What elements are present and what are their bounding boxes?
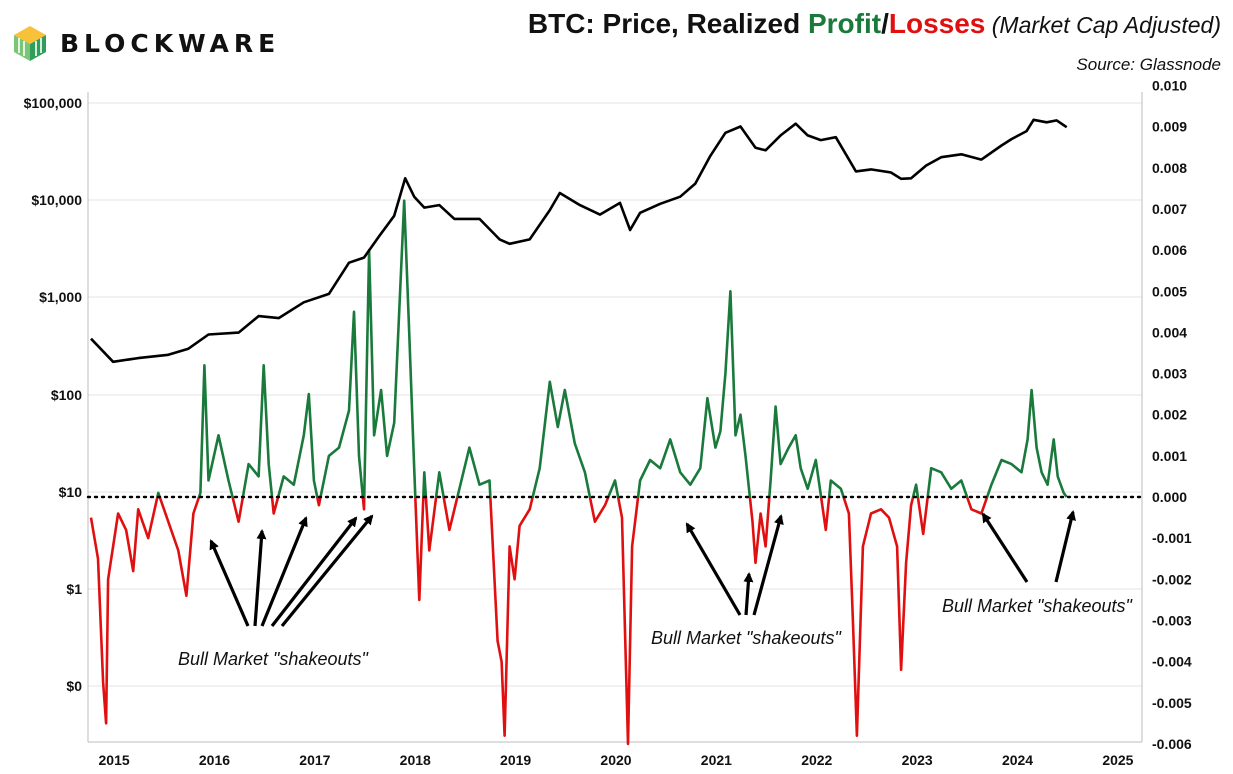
annotation-arrow bbox=[209, 539, 250, 627]
annotation-shakeouts-3: Bull Market "shakeouts" bbox=[942, 596, 1132, 616]
y-left-tick-label: $1 bbox=[66, 581, 82, 597]
y-left-tick-label: $10,000 bbox=[31, 192, 82, 208]
y-left-tick-label: $1,000 bbox=[39, 289, 82, 305]
y-right-tick-label: -0.001 bbox=[1152, 530, 1192, 546]
chart-title: BTC: Price, Realized Profit/Losses (Mark… bbox=[528, 8, 1221, 40]
title-slash: / bbox=[881, 8, 889, 39]
x-tick-label: 2017 bbox=[299, 752, 330, 768]
y-right-tick-label: 0.004 bbox=[1152, 324, 1187, 340]
y-right-tick-label: -0.003 bbox=[1152, 612, 1192, 628]
x-tick-label: 2015 bbox=[99, 752, 130, 768]
x-tick-label: 2019 bbox=[500, 752, 531, 768]
y-right-tick-label: 0.002 bbox=[1152, 407, 1187, 423]
title-subtitle: (Market Cap Adjusted) bbox=[985, 12, 1221, 38]
annotation-arrow bbox=[270, 516, 358, 627]
source-note: Source: Glassnode bbox=[1076, 55, 1221, 74]
annotation-shakeouts-2: Bull Market "shakeouts" bbox=[651, 628, 841, 648]
y-right-tick-label: -0.006 bbox=[1152, 736, 1192, 752]
brand-logo: BLOCKWARE bbox=[10, 24, 280, 62]
y-left-tick-label: $0 bbox=[66, 678, 82, 694]
x-tick-label: 2020 bbox=[600, 752, 631, 768]
annotation-arrow bbox=[253, 529, 267, 627]
annotation-arrow bbox=[743, 572, 754, 616]
realized-profit-series bbox=[156, 199, 1068, 497]
y-right-tick-label: 0.000 bbox=[1152, 489, 1187, 505]
y-left-tick-label: $100 bbox=[51, 387, 82, 403]
realized-loss-series bbox=[89, 497, 1067, 746]
annotation-shakeouts-1: Bull Market "shakeouts" bbox=[178, 649, 368, 669]
x-tick-label: 2024 bbox=[1002, 752, 1033, 768]
y-right-tick-label: 0.009 bbox=[1152, 119, 1187, 135]
blockware-cube-logo-icon bbox=[14, 26, 46, 61]
y-left-tick-label: $10 bbox=[59, 484, 83, 500]
y-right-tick-label: -0.002 bbox=[1152, 571, 1192, 587]
title-prefix: BTC: Price, Realized bbox=[527, 8, 808, 39]
x-tick-label: 2018 bbox=[400, 752, 431, 768]
annotation-arrow bbox=[981, 512, 1029, 583]
x-tick-label: 2025 bbox=[1102, 752, 1133, 768]
brand-name: BLOCKWARE bbox=[60, 28, 281, 58]
annotation-arrow bbox=[1054, 510, 1076, 583]
annotation-arrow bbox=[260, 516, 308, 627]
annotation-arrow bbox=[280, 514, 374, 628]
y-right-tick-label: 0.008 bbox=[1152, 160, 1187, 176]
y-right-tick-label: 0.007 bbox=[1152, 201, 1187, 217]
x-tick-label: 2023 bbox=[902, 752, 933, 768]
y-right-tick-label: 0.003 bbox=[1152, 366, 1187, 382]
y-right-tick-label: 0.010 bbox=[1152, 78, 1187, 94]
y-right-tick-label: 0.001 bbox=[1152, 448, 1187, 464]
title-losses: Losses bbox=[888, 8, 986, 39]
title-profit: Profit bbox=[807, 8, 882, 39]
annotation-arrow bbox=[752, 514, 784, 616]
x-tick-label: 2016 bbox=[199, 752, 230, 768]
annotation-arrow bbox=[685, 522, 742, 616]
x-tick-label: 2022 bbox=[801, 752, 832, 768]
y-right-tick-label: -0.005 bbox=[1152, 695, 1192, 711]
x-tick-label: 2021 bbox=[701, 752, 732, 768]
y-right-tick-label: 0.005 bbox=[1152, 283, 1187, 299]
y-left-tick-label: $100,000 bbox=[24, 95, 83, 111]
y-right-tick-label: 0.006 bbox=[1152, 242, 1187, 258]
btc-price-series bbox=[90, 118, 1068, 364]
y-right-tick-label: -0.004 bbox=[1152, 654, 1192, 670]
